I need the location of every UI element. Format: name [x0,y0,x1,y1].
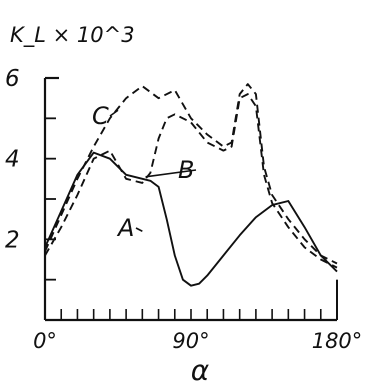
series-line-c [44,83,338,265]
x-axis-label: α [191,354,210,383]
x-tick-label: 0° [33,329,57,353]
curves [44,83,338,287]
series-label-c: C [92,102,109,130]
y-tick-label: 2 [5,227,20,253]
series-label-a: A [116,214,134,242]
axes: 2 4 6 0° 90° 180° [5,66,362,353]
series-line-b [44,93,338,269]
x-tick-label: 90° [172,329,209,353]
leader-line-a [135,227,143,232]
y-tick-label: 6 [5,66,20,92]
series-labels: A B C [92,102,197,242]
series-line-a [44,151,338,287]
leader-line-b [145,169,197,178]
y-tick-label: 4 [5,147,20,173]
x-tick-label: 180° [312,329,363,353]
leader-line-c [109,109,119,117]
series-label-b: B [178,156,194,184]
y-axis-label: K_L × 10^3 [10,23,135,48]
